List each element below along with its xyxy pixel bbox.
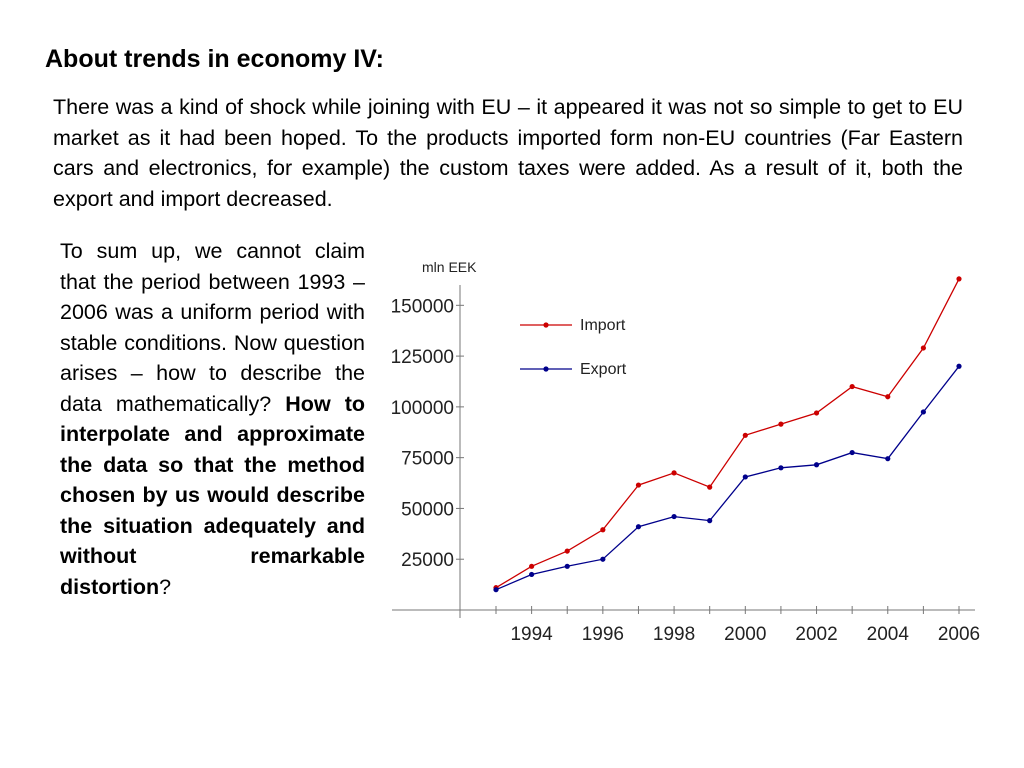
export-point (529, 571, 535, 578)
import-series-line (495, 278, 960, 589)
import-point (885, 394, 891, 400)
y-ticks: 25000 50000 75000 100000 125000 150000 (391, 296, 464, 571)
export-point (813, 462, 820, 468)
y-tick-label: 50000 (401, 499, 454, 520)
export-point (849, 449, 855, 456)
summary-paragraph: To sum up, we cannot claim that the peri… (60, 236, 365, 602)
import-point (600, 527, 606, 533)
y-tick-label: 25000 (401, 550, 454, 571)
y-tick-label: 125000 (391, 347, 454, 368)
export-point (956, 363, 962, 369)
import-point (564, 548, 570, 554)
import-point (813, 410, 820, 416)
y-tick-label: 150000 (391, 296, 454, 317)
import-point (707, 484, 713, 490)
import-point (849, 383, 855, 390)
export-point (707, 518, 713, 524)
export-point (885, 456, 891, 462)
x-tick-label: 2000 (724, 624, 766, 645)
import-point (742, 432, 748, 438)
import-point (778, 421, 784, 427)
x-tick-label: 1994 (510, 624, 553, 645)
chart-legend: Import Export (520, 317, 627, 378)
export-point (635, 524, 642, 530)
import-legend-label: Import (580, 317, 626, 334)
x-ticks: 1994 1996 1998 2000 2002 2004 2006 (495, 606, 980, 645)
trade-line-chart: mln EEK 25000 50000 75000 100000 125000 15000… (391, 259, 981, 645)
x-tick-label: 2002 (795, 624, 837, 645)
import-point (956, 276, 962, 282)
export-point (600, 556, 606, 562)
summary-text: To sum up, we cannot claim that the peri… (60, 239, 365, 416)
x-tick-label: 1998 (653, 624, 695, 645)
import-point (920, 345, 926, 351)
export-legend-marker (543, 366, 549, 372)
summary-question: How to interpolate and approximate the d… (60, 391, 365, 599)
x-tick-label: 2006 (938, 624, 980, 645)
import-point (529, 563, 535, 569)
y-tick-label: 75000 (401, 449, 454, 470)
export-series-line (495, 365, 960, 591)
export-point (671, 513, 677, 520)
export-point (778, 465, 784, 471)
export-point (564, 563, 570, 569)
export-legend-label: Export (580, 361, 627, 378)
x-tick-label: 1996 (582, 624, 624, 645)
export-point (493, 587, 499, 593)
export-point (742, 474, 748, 480)
export-point (920, 409, 926, 415)
import-point (671, 470, 677, 476)
y-tick-label: 100000 (391, 398, 454, 419)
series-group (493, 276, 962, 593)
import-legend-marker (543, 322, 549, 328)
summary-question-mark: ? (159, 574, 172, 599)
intro-paragraph: There was a kind of shock while joining … (53, 95, 963, 211)
y-axis-label: mln EEK (422, 259, 477, 275)
slide-title: About trends in economy IV: (45, 45, 384, 73)
x-tick-label: 2004 (867, 624, 910, 645)
import-point (635, 482, 642, 488)
